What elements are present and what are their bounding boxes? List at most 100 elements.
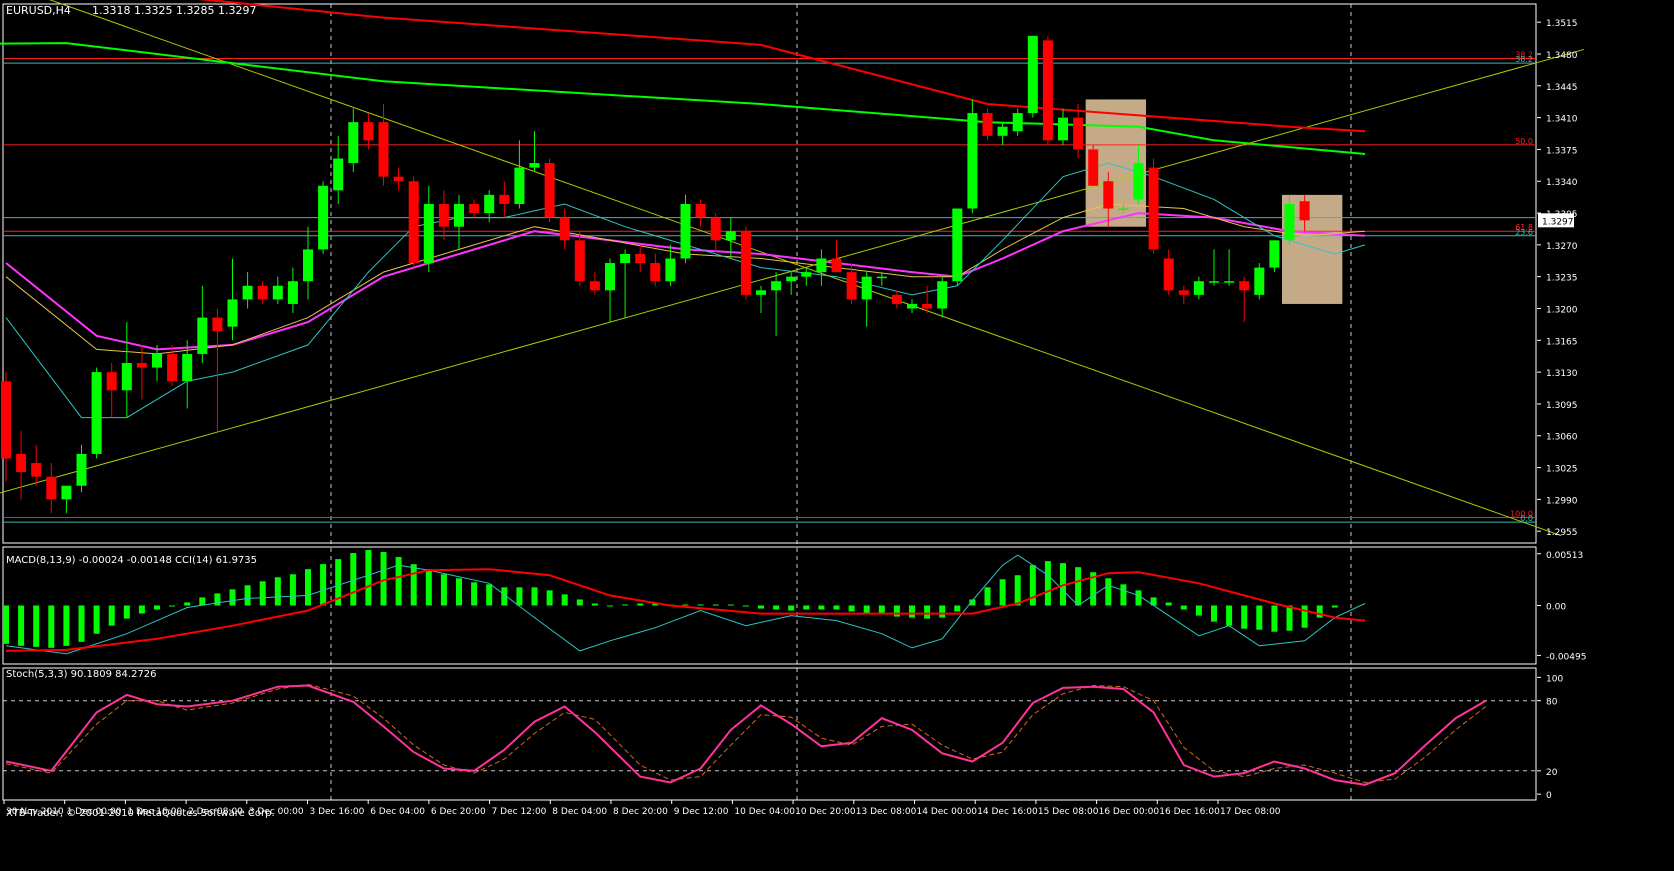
candle-body [574, 240, 585, 282]
macd-bar [305, 569, 311, 606]
macd-bar [984, 587, 991, 606]
time-tick-label: 7 Dec 12:00 [492, 807, 547, 817]
candle-body [16, 453, 27, 473]
candle-body [152, 353, 162, 368]
candle-body [1103, 181, 1114, 209]
candle-body [257, 285, 268, 300]
time-tick-label: 16 Dec 00:00 [1099, 807, 1160, 817]
time-tick-label: 1 Dec 00:00 [67, 807, 122, 817]
candle-body [499, 194, 510, 204]
time-tick-label: 14 Dec 16:00 [977, 807, 1038, 817]
macd-bar [456, 578, 462, 606]
macd-bar [954, 605, 961, 612]
candle-body [695, 203, 706, 218]
macd-bar [1150, 597, 1157, 606]
macd-bar [229, 589, 236, 606]
macd-bar [33, 605, 40, 647]
fib-label: 38.2 [1515, 55, 1533, 64]
price-tick-label: 1.3200 [1546, 305, 1578, 315]
price-tick-label: 1.2990 [1546, 496, 1578, 506]
price-tick-label: 1.3375 [1546, 146, 1578, 156]
macd-bar [48, 605, 55, 648]
candle-body [665, 258, 676, 282]
macd-bar [637, 603, 644, 606]
candle-body [227, 299, 238, 327]
macd-bar [682, 604, 689, 606]
macd-bar [652, 603, 659, 606]
macd-bar [924, 605, 931, 619]
candle-body [469, 203, 480, 214]
macd-bar [1286, 605, 1293, 631]
fib-label: 38.2 [1515, 51, 1533, 60]
price-tick-label: 1.3165 [1546, 337, 1578, 347]
macd-bar [169, 605, 176, 607]
candle-body [1027, 35, 1038, 114]
macd-bar [818, 605, 825, 610]
candle-body [106, 372, 117, 391]
candle-body [167, 353, 178, 382]
moving-average-line [5, 212, 1366, 351]
macd-bar [395, 557, 402, 606]
macd-bar [154, 605, 160, 610]
macd-bar [1105, 578, 1112, 606]
macd-bar [440, 574, 447, 606]
macd-bar [78, 605, 85, 642]
candles-layer [1, 35, 1310, 514]
macd-bar [546, 590, 553, 606]
grid-layer [2, 3, 1537, 801]
macd-tick-label: 0.00513 [1546, 551, 1583, 561]
candle-body [272, 285, 283, 300]
candle-body [1163, 258, 1174, 291]
macd-bar [93, 605, 100, 634]
macd-bar [123, 605, 130, 619]
macd-bar [3, 605, 9, 644]
candle-body [589, 281, 600, 291]
candle-body [46, 476, 57, 500]
price-tick-label: 1.3025 [1546, 465, 1578, 475]
candle-body [348, 122, 359, 164]
stoch-main-line [5, 684, 1487, 786]
copyright-label: XTB-Trader, © 2001-2010 MetaQuotes Softw… [6, 808, 275, 819]
candle-body [771, 281, 782, 291]
candle-body [333, 158, 344, 191]
time-tick-label: 2 Dec 08:00 [188, 807, 243, 817]
current-price-box [1538, 213, 1574, 228]
candle-body [1284, 203, 1295, 241]
candle-body [76, 453, 87, 486]
candle-body [725, 231, 736, 241]
candle-body [438, 203, 449, 227]
candle-body [121, 363, 132, 391]
macd-bar [365, 550, 372, 606]
price-tick-label: 1.3060 [1546, 433, 1578, 443]
candle-body [559, 217, 570, 241]
time-tick-label: 10 Dec 04:00 [734, 807, 795, 817]
price-tick-label: 1.3270 [1546, 242, 1578, 252]
macd-bar [18, 605, 25, 646]
time-tick-label: 3 Dec 00:00 [249, 807, 304, 817]
macd-bar [893, 605, 900, 617]
time-tick-label: 8 Dec 04:00 [552, 807, 607, 817]
stoch-label: Stoch(5,3,3) 90.1809 84.2726 [6, 669, 157, 680]
macd-bar [727, 604, 734, 606]
macd-bar [622, 604, 629, 606]
candle-body [1058, 117, 1068, 141]
candle-body [1042, 40, 1053, 141]
macd-bar [259, 581, 266, 606]
candle-body [287, 281, 298, 304]
macd-bar [1271, 605, 1278, 632]
macd-bar [939, 605, 946, 618]
macd-bar [742, 605, 749, 607]
macd-bar [501, 587, 508, 606]
macd-bar [712, 604, 719, 606]
macd-bar [1195, 605, 1202, 616]
time-tick-label: 8 Dec 20:00 [613, 807, 668, 817]
macd-bar [1256, 605, 1263, 630]
candle-body [31, 463, 42, 477]
price-tick-label: 1.3515 [1546, 19, 1578, 29]
candle-body [1209, 281, 1219, 283]
candle-body [454, 203, 464, 227]
time-tick-label: 30 Nov 2010 [6, 807, 64, 817]
macd-bar [1029, 565, 1036, 606]
candle-body [1254, 267, 1265, 295]
candle-body [831, 258, 842, 273]
